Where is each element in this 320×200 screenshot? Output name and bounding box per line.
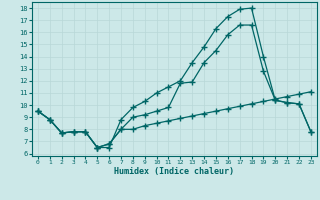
X-axis label: Humidex (Indice chaleur): Humidex (Indice chaleur) bbox=[115, 167, 234, 176]
